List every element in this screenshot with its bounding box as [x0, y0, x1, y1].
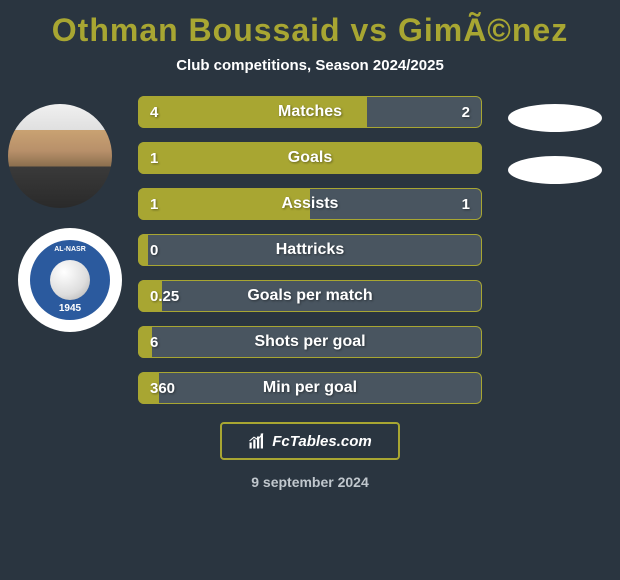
stat-label: Matches	[138, 96, 482, 128]
stat-value-left: 1	[150, 188, 158, 220]
stat-value-right: 2	[462, 96, 470, 128]
stat-row: Assists1 1	[138, 188, 482, 220]
brand-badge: FcTables.com	[220, 422, 400, 460]
stat-label: Min per goal	[138, 372, 482, 404]
stat-value-left: 6	[150, 326, 158, 358]
stat-value-left: 4	[150, 96, 158, 128]
brand-text: FcTables.com	[272, 433, 371, 450]
avatar-image-placeholder	[8, 104, 112, 208]
page-title: Othman Boussaid vs GimÃ©nez	[0, 0, 620, 49]
player-left-club-badge: AL-NASR 1945	[18, 228, 122, 332]
stat-row: Min per goal360	[138, 372, 482, 404]
club-badge-year: 1945	[59, 303, 81, 314]
comparison-content: AL-NASR 1945 Matches42Goals1Assists11Hat…	[0, 96, 620, 404]
stat-label: Hattricks	[138, 234, 482, 266]
stat-label: Assists	[138, 188, 482, 220]
chart-icon	[248, 432, 266, 450]
stat-label: Goals per match	[138, 280, 482, 312]
stat-value-right: 1	[462, 188, 470, 220]
stat-row: Goals1	[138, 142, 482, 174]
stat-bars: Matches42Goals1Assists11Hattricks0Goals …	[138, 96, 482, 404]
stat-label: Shots per goal	[138, 326, 482, 358]
subtitle: Club competitions, Season 2024/2025	[0, 57, 620, 74]
stat-row: Hattricks0	[138, 234, 482, 266]
stat-label: Goals	[138, 142, 482, 174]
stat-row: Matches4 2	[138, 96, 482, 128]
date-text: 9 september 2024	[0, 474, 620, 490]
club-badge-name: AL-NASR	[54, 246, 86, 253]
stat-value-left: 1	[150, 142, 158, 174]
soccer-ball-icon	[50, 260, 90, 300]
stat-value-left: 360	[150, 372, 175, 404]
player-left-avatar	[8, 104, 112, 208]
stat-row: Shots per goal6	[138, 326, 482, 358]
stat-value-left: 0	[150, 234, 158, 266]
player-right-club-placeholder	[508, 156, 602, 184]
stat-row: Goals per match0.25	[138, 280, 482, 312]
player-right-avatar-placeholder	[508, 104, 602, 132]
club-badge-inner: AL-NASR 1945	[30, 240, 110, 320]
stat-value-left: 0.25	[150, 280, 179, 312]
